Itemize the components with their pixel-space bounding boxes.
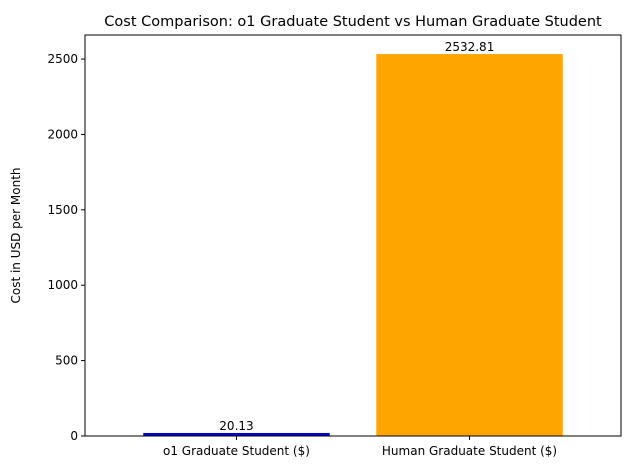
bar-value-label-0: 20.13 — [219, 419, 253, 433]
data-labels: 20.13 2532.81 — [219, 40, 494, 433]
x-tick-label-1: Human Graduate Student ($) — [382, 444, 557, 458]
chart-title: Cost Comparison: o1 Graduate Student vs … — [104, 14, 602, 30]
bar-value-label-1: 2532.81 — [445, 40, 495, 54]
plot-frame — [84, 34, 622, 437]
y-tick-label-1: 500 — [55, 354, 78, 368]
bar-0 — [143, 432, 330, 436]
x-axis-ticks: o1 Graduate Student ($) Human Graduate St… — [163, 436, 557, 458]
bars-layer — [143, 54, 563, 437]
y-tick-label-4: 2000 — [47, 127, 78, 141]
y-tick-label-5: 2500 — [47, 52, 78, 66]
y-axis-label: Cost in USD per Month — [9, 167, 23, 303]
y-tick-label-0: 0 — [70, 429, 78, 443]
bar-1 — [376, 54, 563, 437]
y-tick-label-3: 1500 — [47, 203, 78, 217]
y-axis-ticks: 0 500 1000 1500 2000 2500 — [47, 52, 85, 443]
x-tick-label-0: o1 Graduate Student ($) — [163, 444, 310, 458]
y-tick-label-2: 1000 — [47, 278, 78, 292]
